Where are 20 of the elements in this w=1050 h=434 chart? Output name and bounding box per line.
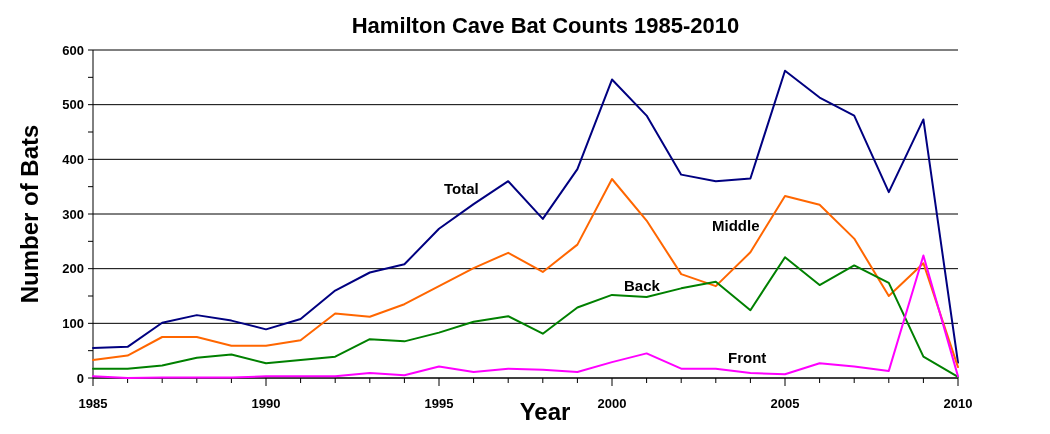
y-axis-title: Number of Bats (16, 124, 43, 304)
x-axis-title: Year (519, 398, 571, 425)
y-tick-label: 600 (62, 42, 84, 58)
series-label: Back (624, 277, 661, 294)
series-label: Middle (712, 217, 760, 234)
x-tick-label: 1985 (78, 396, 108, 411)
x-tick-label: 1990 (251, 396, 281, 411)
y-tick-label: 200 (62, 261, 84, 277)
chart-title: Hamilton Cave Bat Counts 1985-2010 (351, 13, 740, 38)
y-tick-label: 400 (62, 151, 84, 167)
series-label: Total (444, 180, 479, 197)
y-tick-label: 100 (62, 315, 84, 331)
x-tick-label: 2010 (943, 396, 973, 411)
y-tick-label: 300 (62, 206, 84, 222)
series-label: Front (728, 349, 767, 366)
y-tick-label: 500 (62, 97, 84, 113)
x-tick-label: 2000 (597, 396, 627, 411)
x-tick-label: 1995 (424, 396, 454, 411)
y-tick-label: 0 (76, 370, 84, 386)
x-tick-label: 2005 (770, 396, 800, 411)
